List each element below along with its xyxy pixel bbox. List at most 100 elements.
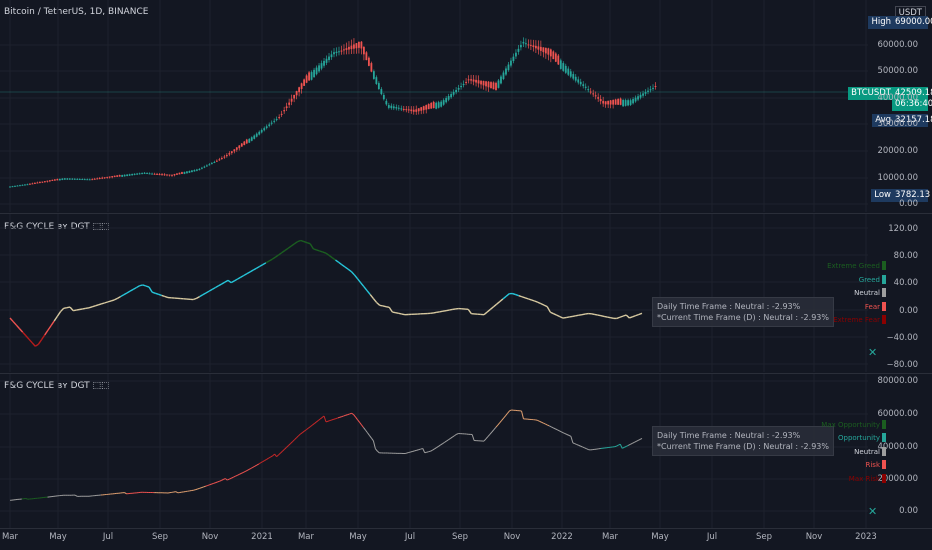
candle-body — [278, 117, 281, 119]
fg-segment — [107, 300, 112, 303]
fg-price-info-line1: Daily Time Frame : Neutral : -2.93% — [657, 431, 801, 440]
fg-price-segment — [250, 466, 254, 469]
fg-segment — [249, 269, 254, 273]
fg-segment — [155, 292, 159, 296]
fg-legend-label: Extreme Greed — [827, 261, 880, 270]
candle-body — [88, 179, 91, 181]
fg-segment — [366, 290, 371, 296]
candle-body — [574, 76, 577, 81]
fg-price-segment — [224, 478, 228, 481]
fg-segment — [82, 307, 86, 310]
candle-body — [270, 122, 273, 124]
fg-y-tick: 0.00 — [899, 306, 918, 316]
candle-body — [507, 64, 510, 71]
candle-body — [36, 182, 39, 184]
main-y-tick: 50000.00 — [877, 66, 918, 76]
fg-price-segment — [284, 447, 287, 450]
fg-segment — [376, 301, 381, 306]
fg-price-segment — [254, 464, 258, 467]
candle-body — [569, 71, 572, 77]
fg-oscillator-chart[interactable] — [0, 214, 868, 372]
fg-price-segment — [568, 434, 572, 437]
fg-segment — [531, 299, 535, 302]
candle-body — [328, 56, 330, 61]
fg-segment — [243, 273, 248, 277]
candle-body — [71, 178, 74, 180]
candle-body — [56, 178, 59, 181]
fg-price-legend-label: Risk — [865, 460, 880, 469]
fg-segment — [350, 271, 355, 276]
fg-segment — [600, 315, 605, 318]
candle-body — [397, 107, 400, 109]
candle-body — [622, 100, 625, 107]
main-price-chart[interactable] — [0, 0, 868, 212]
pane-divider-1[interactable] — [0, 213, 932, 214]
candle-body — [405, 109, 408, 111]
fg-segment — [556, 314, 561, 318]
candle-body — [138, 173, 141, 175]
pane-divider-2[interactable] — [0, 373, 932, 374]
fg-price-segment — [509, 409, 512, 412]
fg-segment — [546, 306, 551, 313]
candle-body — [108, 176, 111, 178]
fg-segment — [581, 313, 586, 316]
candle-body — [527, 44, 530, 46]
candle-body — [427, 104, 430, 110]
candle-body — [300, 83, 303, 89]
fg-price-chart[interactable] — [0, 374, 868, 528]
candle-body — [392, 106, 395, 109]
candle-body — [367, 57, 370, 66]
candle-body — [186, 171, 188, 174]
fg-price-segment — [489, 431, 493, 435]
candle-body — [333, 52, 335, 55]
fg-price-segment — [230, 476, 234, 479]
candle-body — [547, 48, 550, 55]
fg-segment — [328, 254, 333, 259]
fg-price-segment — [313, 421, 317, 425]
candle-body — [455, 89, 458, 93]
fg-segment — [578, 313, 583, 316]
fg-segment — [148, 286, 153, 293]
fg-price-segment — [300, 432, 303, 435]
fg-price-segment — [548, 425, 552, 428]
fg-segment — [496, 301, 501, 305]
candle-body — [345, 48, 348, 50]
fg-segment — [25, 335, 30, 340]
fg-segment — [211, 286, 216, 290]
time-axis-label: Mar — [297, 532, 315, 542]
fg-price-segment — [416, 449, 419, 451]
fg-segment — [95, 304, 99, 307]
candle-body — [445, 98, 448, 103]
candle-body — [360, 41, 363, 49]
candle-body — [21, 184, 24, 186]
fg-price-segment — [487, 433, 491, 437]
fg-price-segment — [317, 418, 321, 422]
candle-body — [298, 87, 301, 93]
candle-body — [647, 90, 649, 92]
fg-price-segment — [343, 414, 346, 417]
candle-body — [290, 98, 293, 102]
candle-body — [9, 186, 11, 188]
candle-body — [609, 100, 612, 105]
fg-price-segment — [552, 427, 556, 430]
candle-body — [417, 108, 420, 112]
fg-legend-swatch — [882, 261, 886, 270]
fg-price-segment — [505, 412, 509, 416]
fg-price-segment — [414, 449, 417, 452]
fg-segment — [486, 308, 491, 313]
fg-price-segment — [260, 461, 264, 464]
fg-legend-item: Extreme Fear — [833, 315, 886, 324]
fg-segment — [104, 301, 109, 304]
fg-segment — [218, 283, 223, 287]
candle-body — [29, 183, 31, 185]
fg-price-segment — [345, 414, 348, 416]
fg-price-segment — [329, 419, 333, 422]
candle-body — [318, 65, 320, 72]
candle-body — [624, 100, 627, 106]
candle-body — [173, 174, 176, 176]
candle-body — [415, 109, 418, 112]
candle-body — [632, 99, 634, 104]
fg-segment — [101, 302, 106, 305]
fg-segment — [34, 343, 39, 347]
main-y-tick: 0.00 — [899, 199, 918, 209]
